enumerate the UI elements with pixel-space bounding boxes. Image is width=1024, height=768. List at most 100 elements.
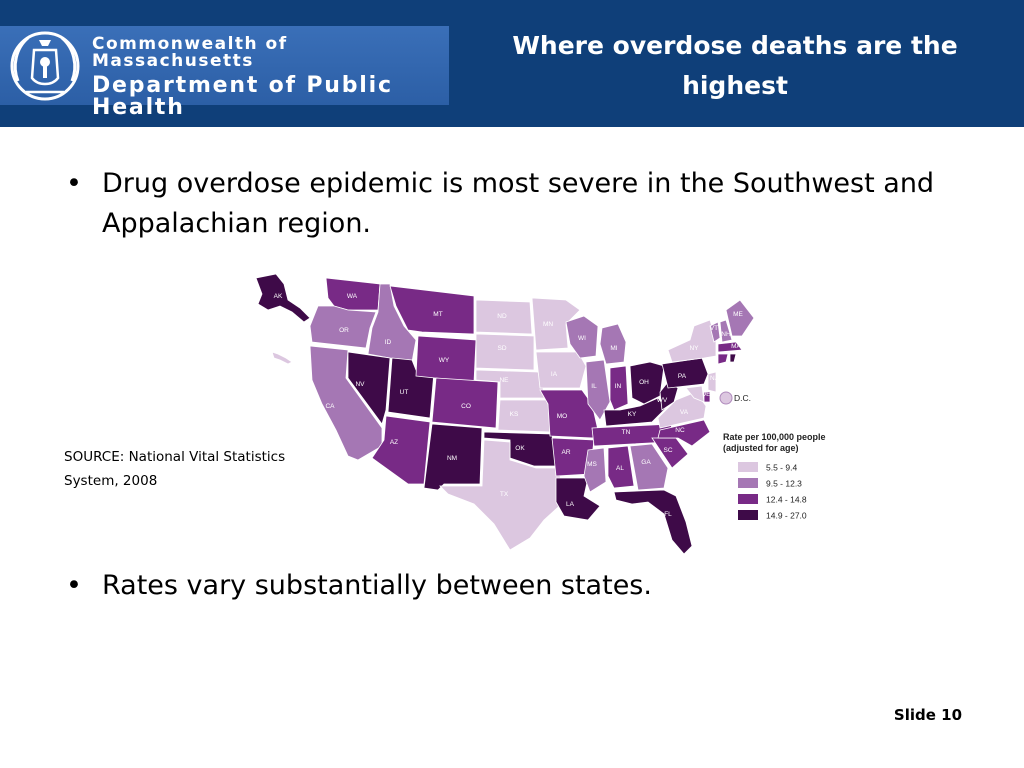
state-mi-shape	[599, 323, 627, 365]
state-or: OR	[309, 305, 377, 349]
state-ca-label: CA	[325, 403, 335, 410]
agency-name: Commonwealth of Massachusetts Department…	[92, 36, 442, 119]
slide-header: Commonwealth of Massachusetts Department…	[0, 0, 1024, 127]
state-pa-label: PA	[678, 373, 687, 380]
state-pa: PA	[661, 357, 709, 389]
state-co-label: CO	[461, 403, 471, 410]
state-id-label: ID	[385, 339, 392, 346]
state-mt: MT	[389, 285, 475, 335]
state-hi: HI	[267, 351, 293, 365]
state-oh-shape	[629, 361, 665, 405]
overdose-rate-map: AK HI WA OR CA ID NV UT AZ MT WY CO NM ND SD NE KS OK TX MN…	[248, 270, 848, 560]
dph-logo-banner: Commonwealth of Massachusetts Department…	[0, 26, 449, 119]
agency-line-1: Commonwealth of Massachusetts	[92, 34, 288, 71]
state-ak-label: AK	[274, 293, 283, 300]
state-ca: CA	[309, 345, 383, 461]
state-id: ID	[367, 283, 417, 363]
state-mt-shape	[389, 285, 475, 335]
state-mn-label: MN	[543, 321, 553, 328]
state-ms-shape	[583, 447, 607, 493]
state-az-shape	[371, 415, 431, 485]
state-ia-shape	[535, 351, 587, 389]
state-oh: OH	[629, 361, 665, 405]
state-nd-shape	[475, 299, 533, 335]
state-sd-shape	[475, 333, 535, 371]
state-md-label: MD	[709, 403, 719, 410]
bullet-text: Rates vary substantially between states.	[102, 570, 652, 601]
state-co-shape	[431, 377, 499, 429]
state-nj: NJ	[707, 371, 718, 393]
state-md-shape	[685, 385, 705, 403]
state-nh-shape	[719, 319, 733, 343]
state-fl-shape	[613, 489, 693, 555]
state-ct-label: CT	[718, 365, 727, 372]
legend-swatch	[738, 494, 758, 504]
state-vt: VT	[709, 321, 721, 343]
source-line-1: SOURCE: National Vital Statistics	[64, 449, 286, 465]
slide-number: Slide 10	[893, 706, 962, 724]
state-ia-label: IA	[551, 371, 558, 378]
state-il-label: IL	[591, 383, 597, 390]
bullet-marker: •	[66, 570, 82, 601]
state-ct-shape	[717, 353, 729, 365]
state-tx-shape	[439, 439, 567, 551]
state-ga-shape	[629, 443, 669, 491]
state-ok-label: OK	[515, 445, 525, 452]
state-me: ME	[725, 299, 755, 337]
state-ky-label: KY	[628, 411, 637, 418]
state-ri: RI	[729, 353, 741, 364]
state-wi-label: WI	[578, 335, 586, 342]
state-vt-label: VT	[710, 325, 718, 332]
state-in-shape	[609, 365, 629, 411]
bullet-text: Drug overdose epidemic is most severe in…	[102, 168, 935, 239]
state-tn-label: TN	[622, 429, 631, 436]
state-ma: MA	[717, 341, 743, 353]
state-nj-label: NJ	[710, 375, 718, 382]
state-mn-shape	[531, 297, 581, 351]
bullet-marker: •	[66, 168, 82, 199]
state-wv-label: WV	[657, 397, 668, 404]
state-nv-label: NV	[355, 381, 365, 388]
state-mi-label: MI	[610, 345, 617, 352]
slide-title: Where overdose deaths are the highest	[512, 31, 958, 100]
legend-label: 5.5 - 9.4	[766, 463, 797, 473]
state-hi-shape	[271, 351, 293, 365]
agency-line-2: Department of Public Health	[92, 73, 393, 120]
state-wy-label: WY	[439, 357, 450, 364]
bullet-item: • Rates vary substantially between state…	[60, 566, 960, 606]
state-ks-label: KS	[510, 411, 519, 418]
state-wi: WI	[565, 315, 599, 359]
state-az: AZ	[371, 415, 431, 485]
state-wy: WY	[415, 335, 477, 383]
state-nc: NC	[657, 419, 711, 447]
state-sc-label: SC	[663, 447, 672, 454]
legend-title-line-1: Rate per 100,000 people	[723, 432, 826, 442]
state-ak: AK	[255, 273, 311, 323]
state-va-shape	[657, 391, 707, 429]
state-de: DE	[701, 391, 711, 403]
state-va-label: VA	[680, 409, 689, 416]
state-nm: NM	[423, 423, 483, 491]
state-ma-shape	[717, 341, 743, 353]
state-tx-label: TX	[500, 491, 509, 498]
state-vt-shape	[709, 321, 721, 343]
state-id-shape	[367, 283, 417, 363]
state-nc-shape	[657, 419, 711, 447]
state-nh-label: NH	[721, 331, 731, 338]
state-wi-shape	[565, 315, 599, 359]
state-mi: MI	[599, 323, 627, 365]
state-de-label: DE	[701, 391, 711, 398]
state-az-label: AZ	[390, 439, 398, 446]
state-ny: NY	[667, 319, 717, 363]
state-ut-label: UT	[400, 389, 409, 396]
state-ma-label: MA	[731, 343, 741, 350]
state-nv-shape	[347, 351, 391, 425]
state-co: CO	[431, 377, 499, 429]
state-ar-label: AR	[561, 449, 570, 456]
state-fl: FL	[613, 489, 693, 555]
state-ny-shape	[667, 319, 717, 363]
legend-label: 9.5 - 12.3	[766, 479, 802, 489]
state-ak-shape	[255, 273, 311, 323]
state-oh-label: OH	[639, 379, 649, 386]
state-ny-label: NY	[689, 345, 699, 352]
